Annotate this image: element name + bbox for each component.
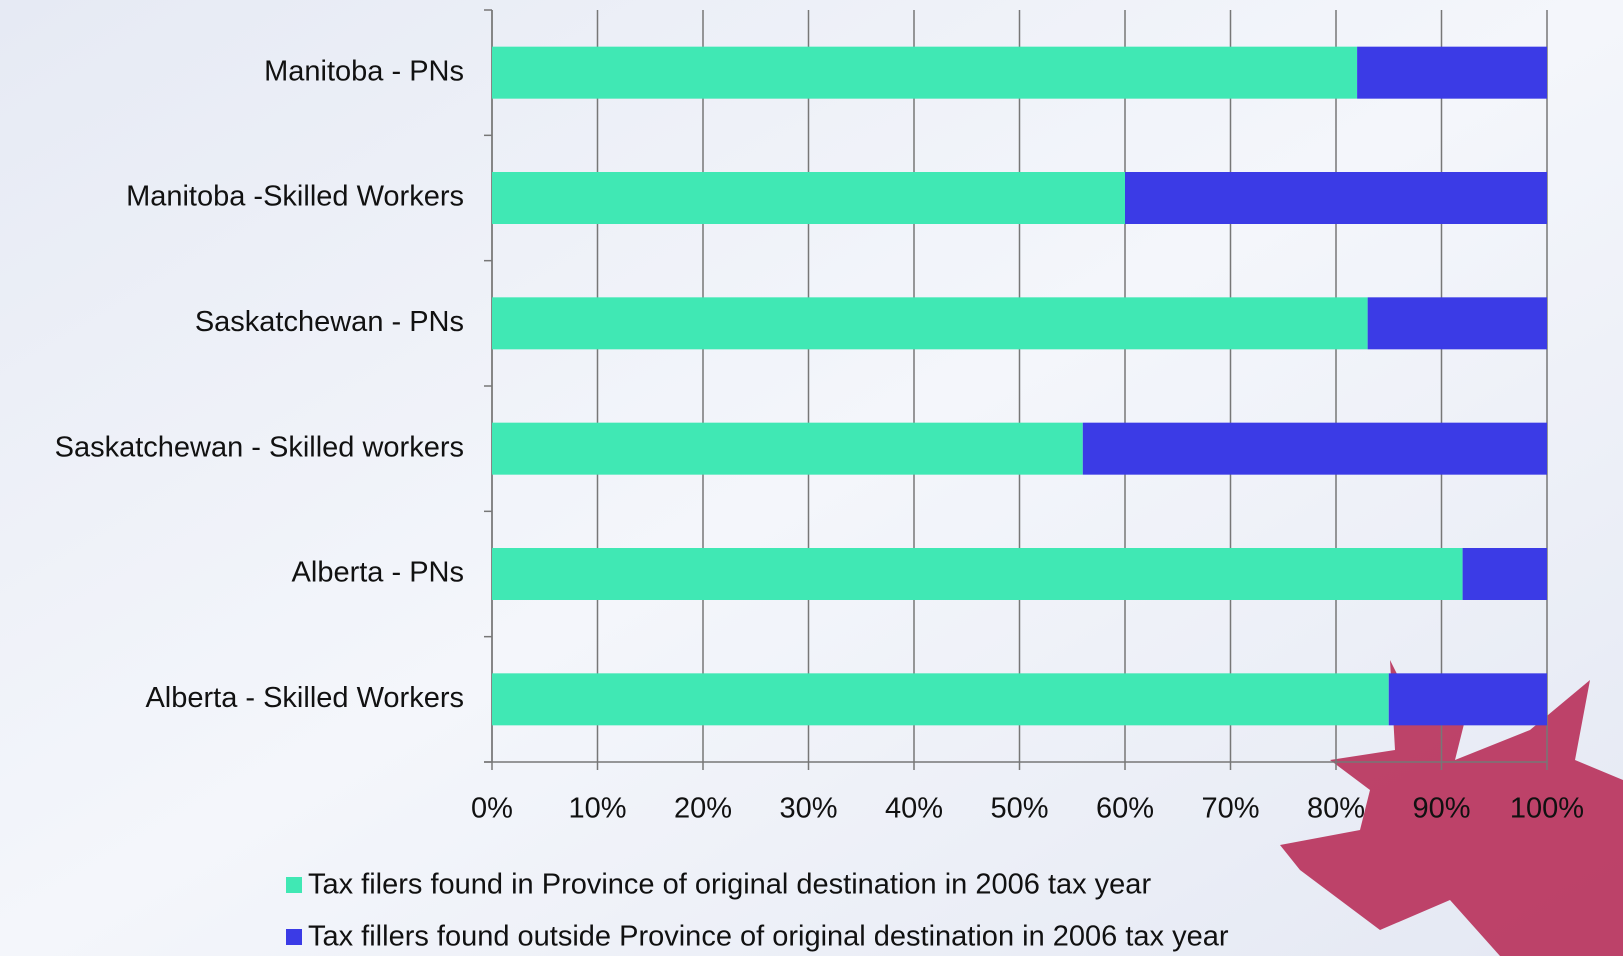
bar-segment	[492, 47, 1357, 99]
x-tick-label: 10%	[568, 793, 626, 825]
y-tick-label: Alberta - Skilled Workers	[145, 682, 464, 714]
bar-segment	[1083, 423, 1547, 475]
legend-swatch	[286, 877, 302, 893]
bar-segment	[1368, 297, 1547, 349]
y-tick-label: Saskatchewan - Skilled workers	[55, 431, 464, 463]
x-tick-label: 90%	[1412, 793, 1470, 825]
legend-label: Tax fillers found outside Province of or…	[308, 921, 1229, 953]
x-tick-label: 50%	[990, 793, 1048, 825]
bar-segment	[492, 297, 1368, 349]
bar-segment	[492, 673, 1389, 725]
bar-segment	[1125, 172, 1547, 224]
legend-swatch	[286, 929, 302, 945]
x-tick-label: 100%	[1510, 793, 1584, 825]
bar-segment	[1389, 673, 1547, 725]
bar-segment	[492, 423, 1083, 475]
bar-segment	[1357, 47, 1547, 99]
x-tick-label: 0%	[471, 793, 513, 825]
bar-segment	[492, 548, 1463, 600]
bar-segment	[492, 172, 1125, 224]
x-tick-label: 40%	[885, 793, 943, 825]
chart: 0% 10% 20% 30% 40% 50% 60% 70% 80% 90% 100% Manitob…	[0, 0, 1623, 956]
y-tick-label: Saskatchewan - PNs	[195, 306, 464, 338]
x-tick-label: 30%	[779, 793, 837, 825]
x-tick-label: 70%	[1201, 793, 1259, 825]
y-tick-label: Alberta - PNs	[292, 557, 464, 589]
x-tick-label: 80%	[1307, 793, 1365, 825]
y-tick-label: Manitoba - PNs	[264, 55, 464, 87]
x-tick-label: 60%	[1096, 793, 1154, 825]
bar-segment	[1463, 548, 1547, 600]
y-tick-label: Manitoba -Skilled Workers	[126, 181, 464, 213]
x-tick-label: 20%	[674, 793, 732, 825]
legend-label: Tax filers found in Province of original…	[308, 869, 1151, 901]
